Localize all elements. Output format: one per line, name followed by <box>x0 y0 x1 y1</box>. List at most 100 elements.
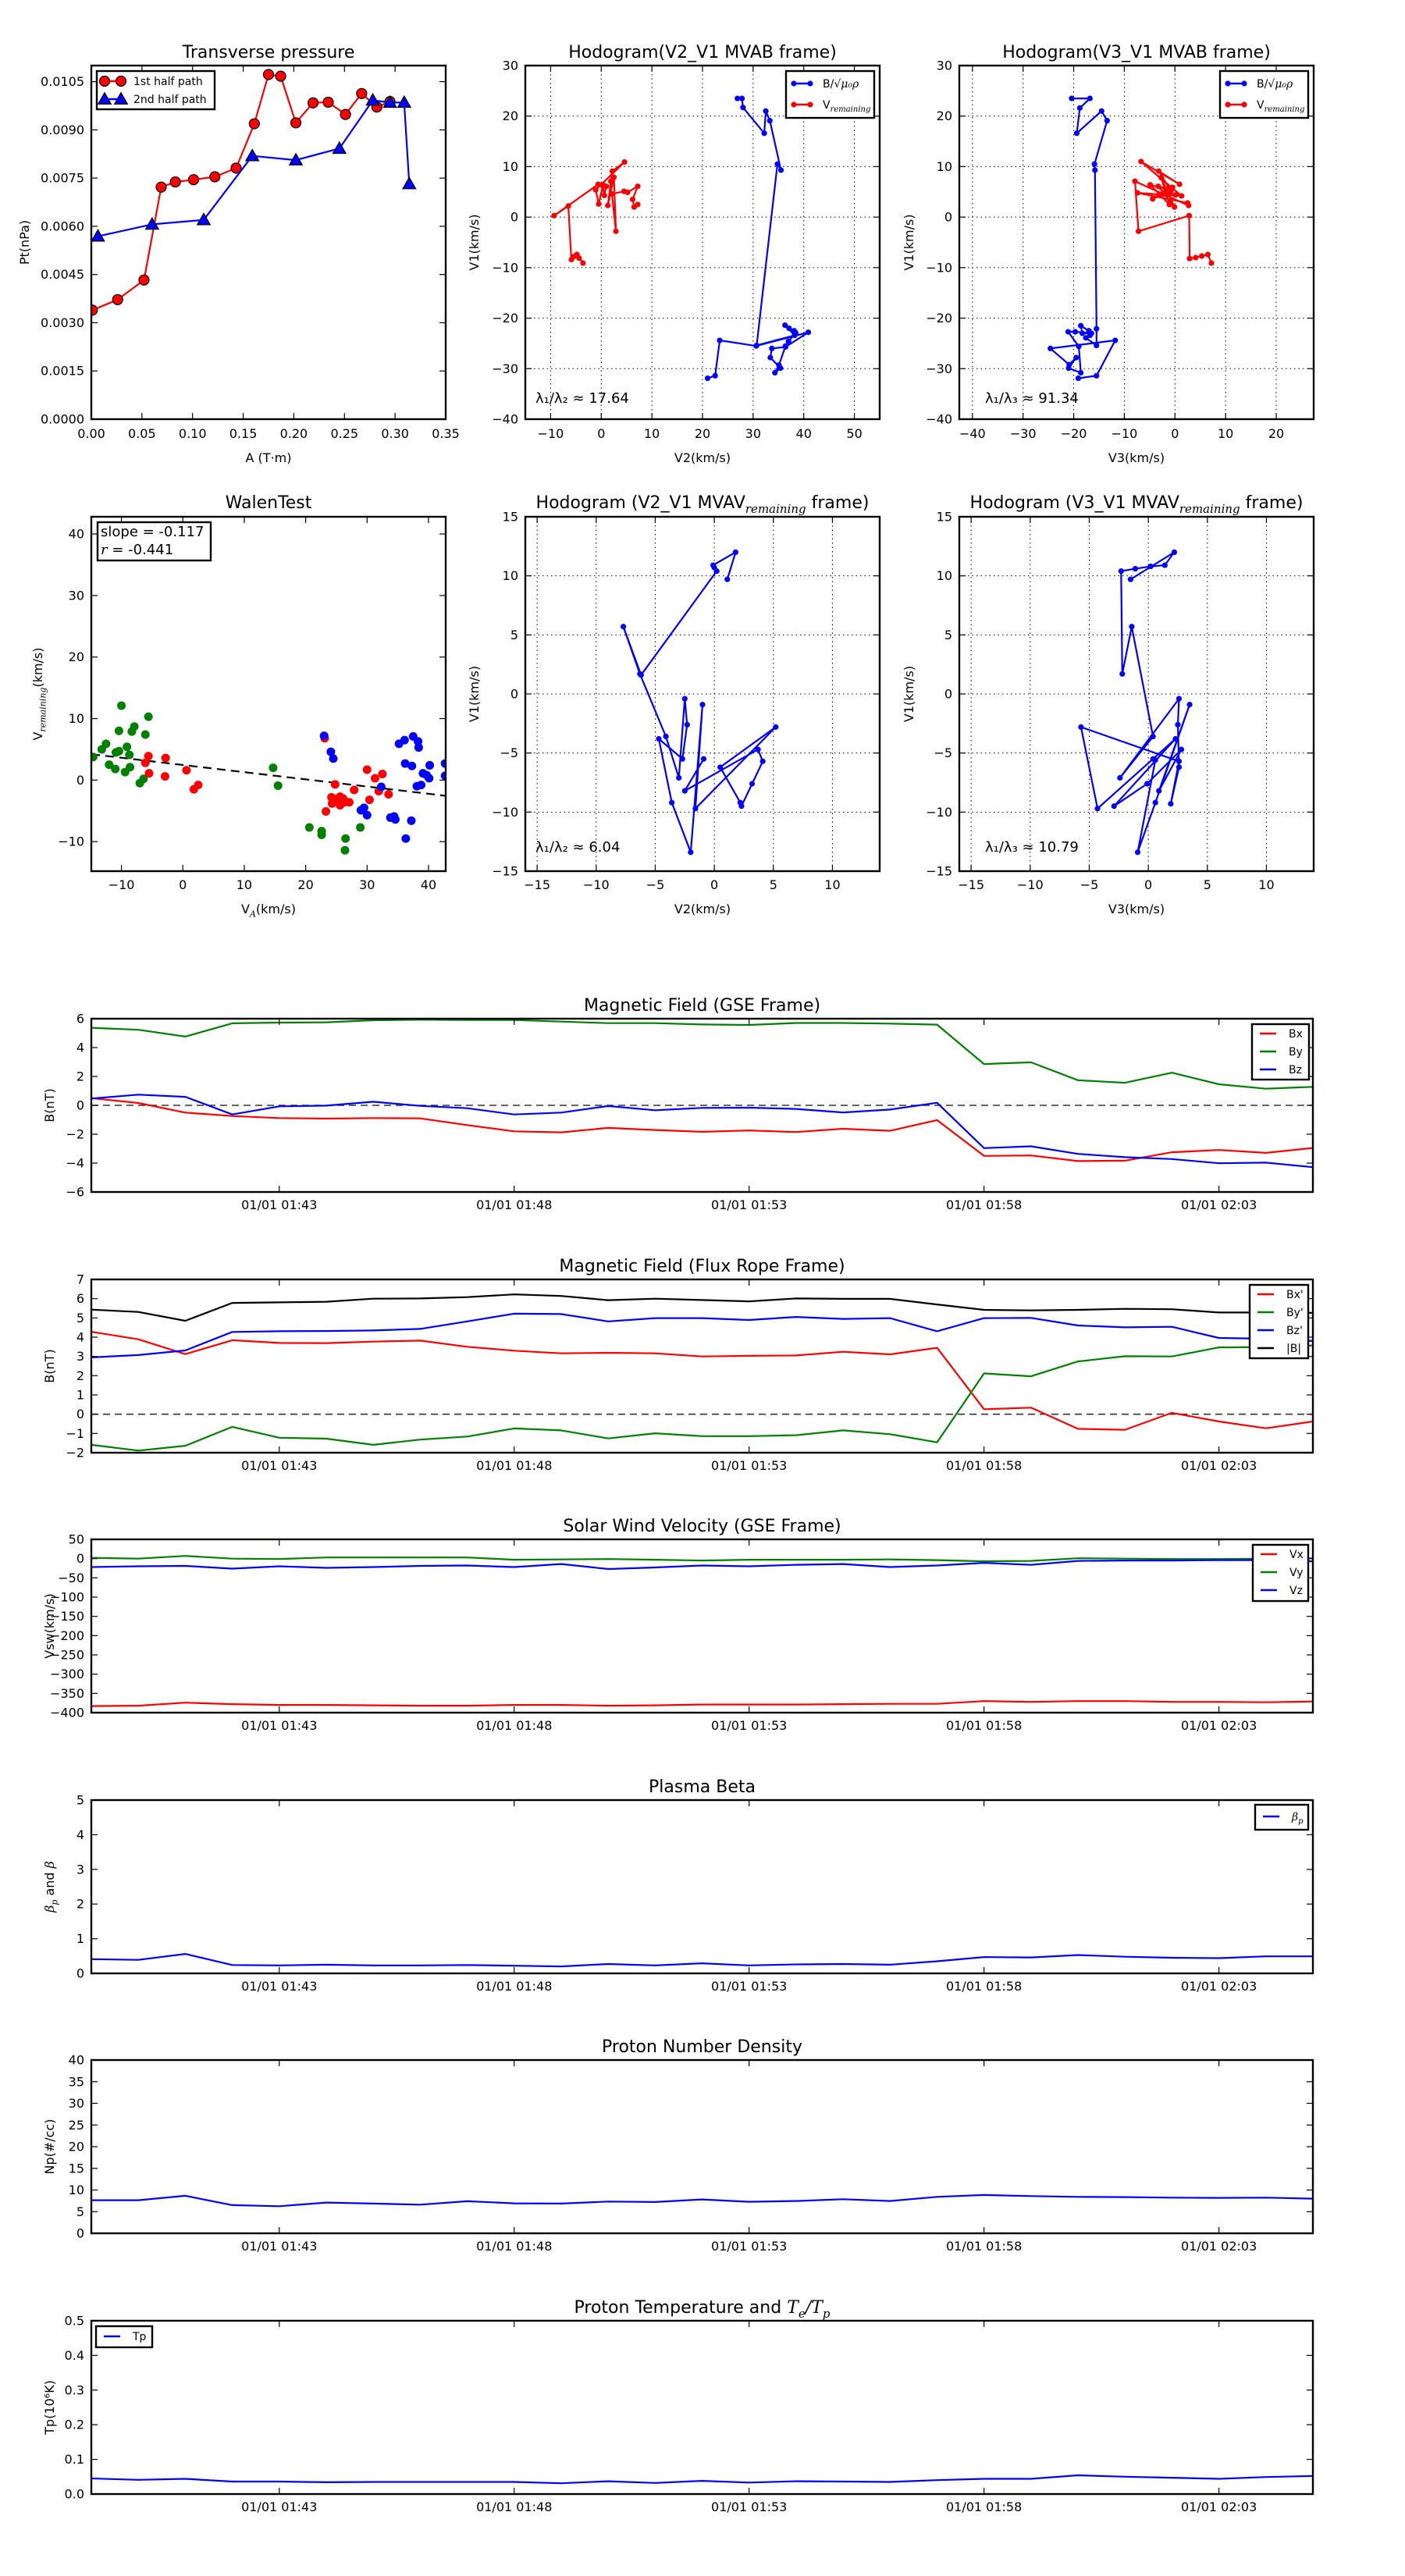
x-tick-label: −10 <box>1017 877 1044 892</box>
data-point <box>144 216 160 230</box>
legend-entry: Vz <box>1261 1585 1303 1597</box>
x-axis-label-part: (km/s) <box>256 902 296 916</box>
data-point <box>1087 332 1093 339</box>
data-point <box>117 701 126 710</box>
y-tick-label: 0.0015 <box>41 364 84 379</box>
chart-proton-temperature: 01/01 01:43 01/01 01:48 01/01 01:53 01/01 0… <box>42 2298 1314 2514</box>
y-axis-label-part: V <box>30 732 45 741</box>
data-point <box>101 739 111 749</box>
y-axis-label-part: V1(km/s) <box>467 214 482 270</box>
y-tick-label: 4 <box>76 1330 84 1345</box>
chart-hodogram-v3-v1-mvab: −40 −30 −20 −10 0 10 20 −40 −30 −20 −10 0 10 20 30 Hodo… <box>902 43 1315 465</box>
y-tick-label: −5 <box>500 745 518 760</box>
legend-entry: B/√μ₀ρ <box>791 78 859 91</box>
y-tick-label: 0 <box>76 1098 84 1113</box>
y-tick-label: 0 <box>76 1407 84 1421</box>
chart-title-part: / <box>804 2298 813 2318</box>
x-tick-label: 40 <box>796 426 812 441</box>
y-tick-label: −1 <box>66 1426 84 1441</box>
data-point <box>365 795 374 805</box>
x-tick-label: 0.10 <box>179 426 207 441</box>
plot-frame <box>90 64 447 421</box>
data-point <box>1118 568 1124 575</box>
legend-marker <box>1225 101 1231 108</box>
y-axis-label: B(nT) <box>42 1088 57 1122</box>
data-point <box>362 765 372 774</box>
x-tick-label: 01/01 01:43 <box>241 2239 317 2254</box>
data-point <box>1048 345 1054 351</box>
data-point <box>580 260 586 266</box>
data-point <box>1199 253 1205 259</box>
data-point <box>1179 193 1185 199</box>
legend-label-part: By <box>1289 1046 1303 1059</box>
y-axis-label: βp and β <box>42 1861 60 1913</box>
data-point <box>592 187 599 193</box>
legend-label-part: μ₀ρ <box>1275 78 1293 91</box>
x-tick-label: 40 <box>421 877 436 892</box>
series-blue <box>91 1953 1313 1968</box>
data-point <box>1065 329 1072 335</box>
y-tick-label: 4 <box>76 1827 84 1842</box>
data-point <box>601 192 607 198</box>
plot-frame <box>524 64 881 421</box>
y-tick-label: 5 <box>76 1311 84 1325</box>
x-tick-label: 10 <box>1258 877 1274 892</box>
data-point <box>805 329 812 336</box>
legend: Bx' By' Bz' |B| <box>1248 1283 1310 1360</box>
y-axis-label: Vremaining(km/s) <box>30 647 48 740</box>
data-point <box>1076 343 1082 350</box>
y-tick-label: 4 <box>76 1041 84 1055</box>
x-tick-label: 01/01 01:53 <box>711 2500 787 2514</box>
data-point <box>735 95 741 101</box>
plot-frame <box>90 1799 1314 1975</box>
data-point <box>114 726 123 735</box>
chart-magnetic-field-flux-rope: 01/01 01:43 01/01 01:48 01/01 01:53 01/01 0… <box>42 1257 1314 1473</box>
legend-marker <box>807 80 813 87</box>
data-point <box>317 830 326 839</box>
x-tick-label: 01/01 01:58 <box>946 1718 1022 1733</box>
x-tick-label: 30 <box>745 426 761 441</box>
x-tick-label: 0.20 <box>280 426 308 441</box>
chart-hodogram-v2-v1-mvav: −15 −10 −5 0 5 10 −15 −10 −5 0 5 10 15 Hodogram (V2_V… <box>467 493 881 916</box>
data-point <box>1129 624 1135 630</box>
legend-box <box>1248 1283 1310 1360</box>
data-point <box>1075 375 1082 382</box>
y-tick-label: 0.1 <box>65 2452 84 2467</box>
data-point <box>91 753 98 762</box>
data-point <box>684 721 690 728</box>
data-point <box>1134 190 1140 196</box>
y-axis-label-part: V1(km/s) <box>902 214 916 270</box>
y-tick-label: 0.0030 <box>41 315 84 330</box>
legend-entry: Bz' <box>1257 1325 1303 1337</box>
data-point <box>1104 117 1110 124</box>
data-point <box>160 772 169 781</box>
data-point <box>776 362 782 368</box>
data-point <box>605 202 611 208</box>
y-tick-label: −50 <box>58 1571 84 1585</box>
x-tick-label: 0 <box>179 877 187 892</box>
data-point <box>596 201 602 207</box>
legend-entry: Tp <box>104 2331 147 2343</box>
chart-transverse-pressure: 0.00 0.05 0.10 0.15 0.20 0.25 0.30 0.35 0.0000 0.… <box>17 43 460 465</box>
regression-fit-line <box>91 753 446 797</box>
y-tick-label: −30 <box>926 361 952 376</box>
data-point <box>1073 354 1080 361</box>
series-blue <box>91 92 417 242</box>
x-tick-label: 0.30 <box>381 426 409 441</box>
chart-title: Plasma Beta <box>649 1777 756 1797</box>
legend-label-part: p <box>1298 1817 1304 1826</box>
x-tick-label: 01/01 01:53 <box>711 2239 787 2254</box>
y-tick-label: −10 <box>58 834 84 849</box>
data-point <box>1092 167 1098 173</box>
data-point <box>126 763 135 772</box>
data-point <box>273 781 283 790</box>
legend-entry: 1st half path <box>98 75 203 88</box>
data-point <box>663 733 669 740</box>
data-point <box>194 781 203 790</box>
plot-area <box>91 517 446 871</box>
legend-label: By <box>1289 1046 1303 1059</box>
x-tick-label: −10 <box>583 877 610 892</box>
data-point <box>288 152 304 165</box>
series-blue <box>704 95 812 382</box>
y-tick-label: 5 <box>76 1793 84 1808</box>
